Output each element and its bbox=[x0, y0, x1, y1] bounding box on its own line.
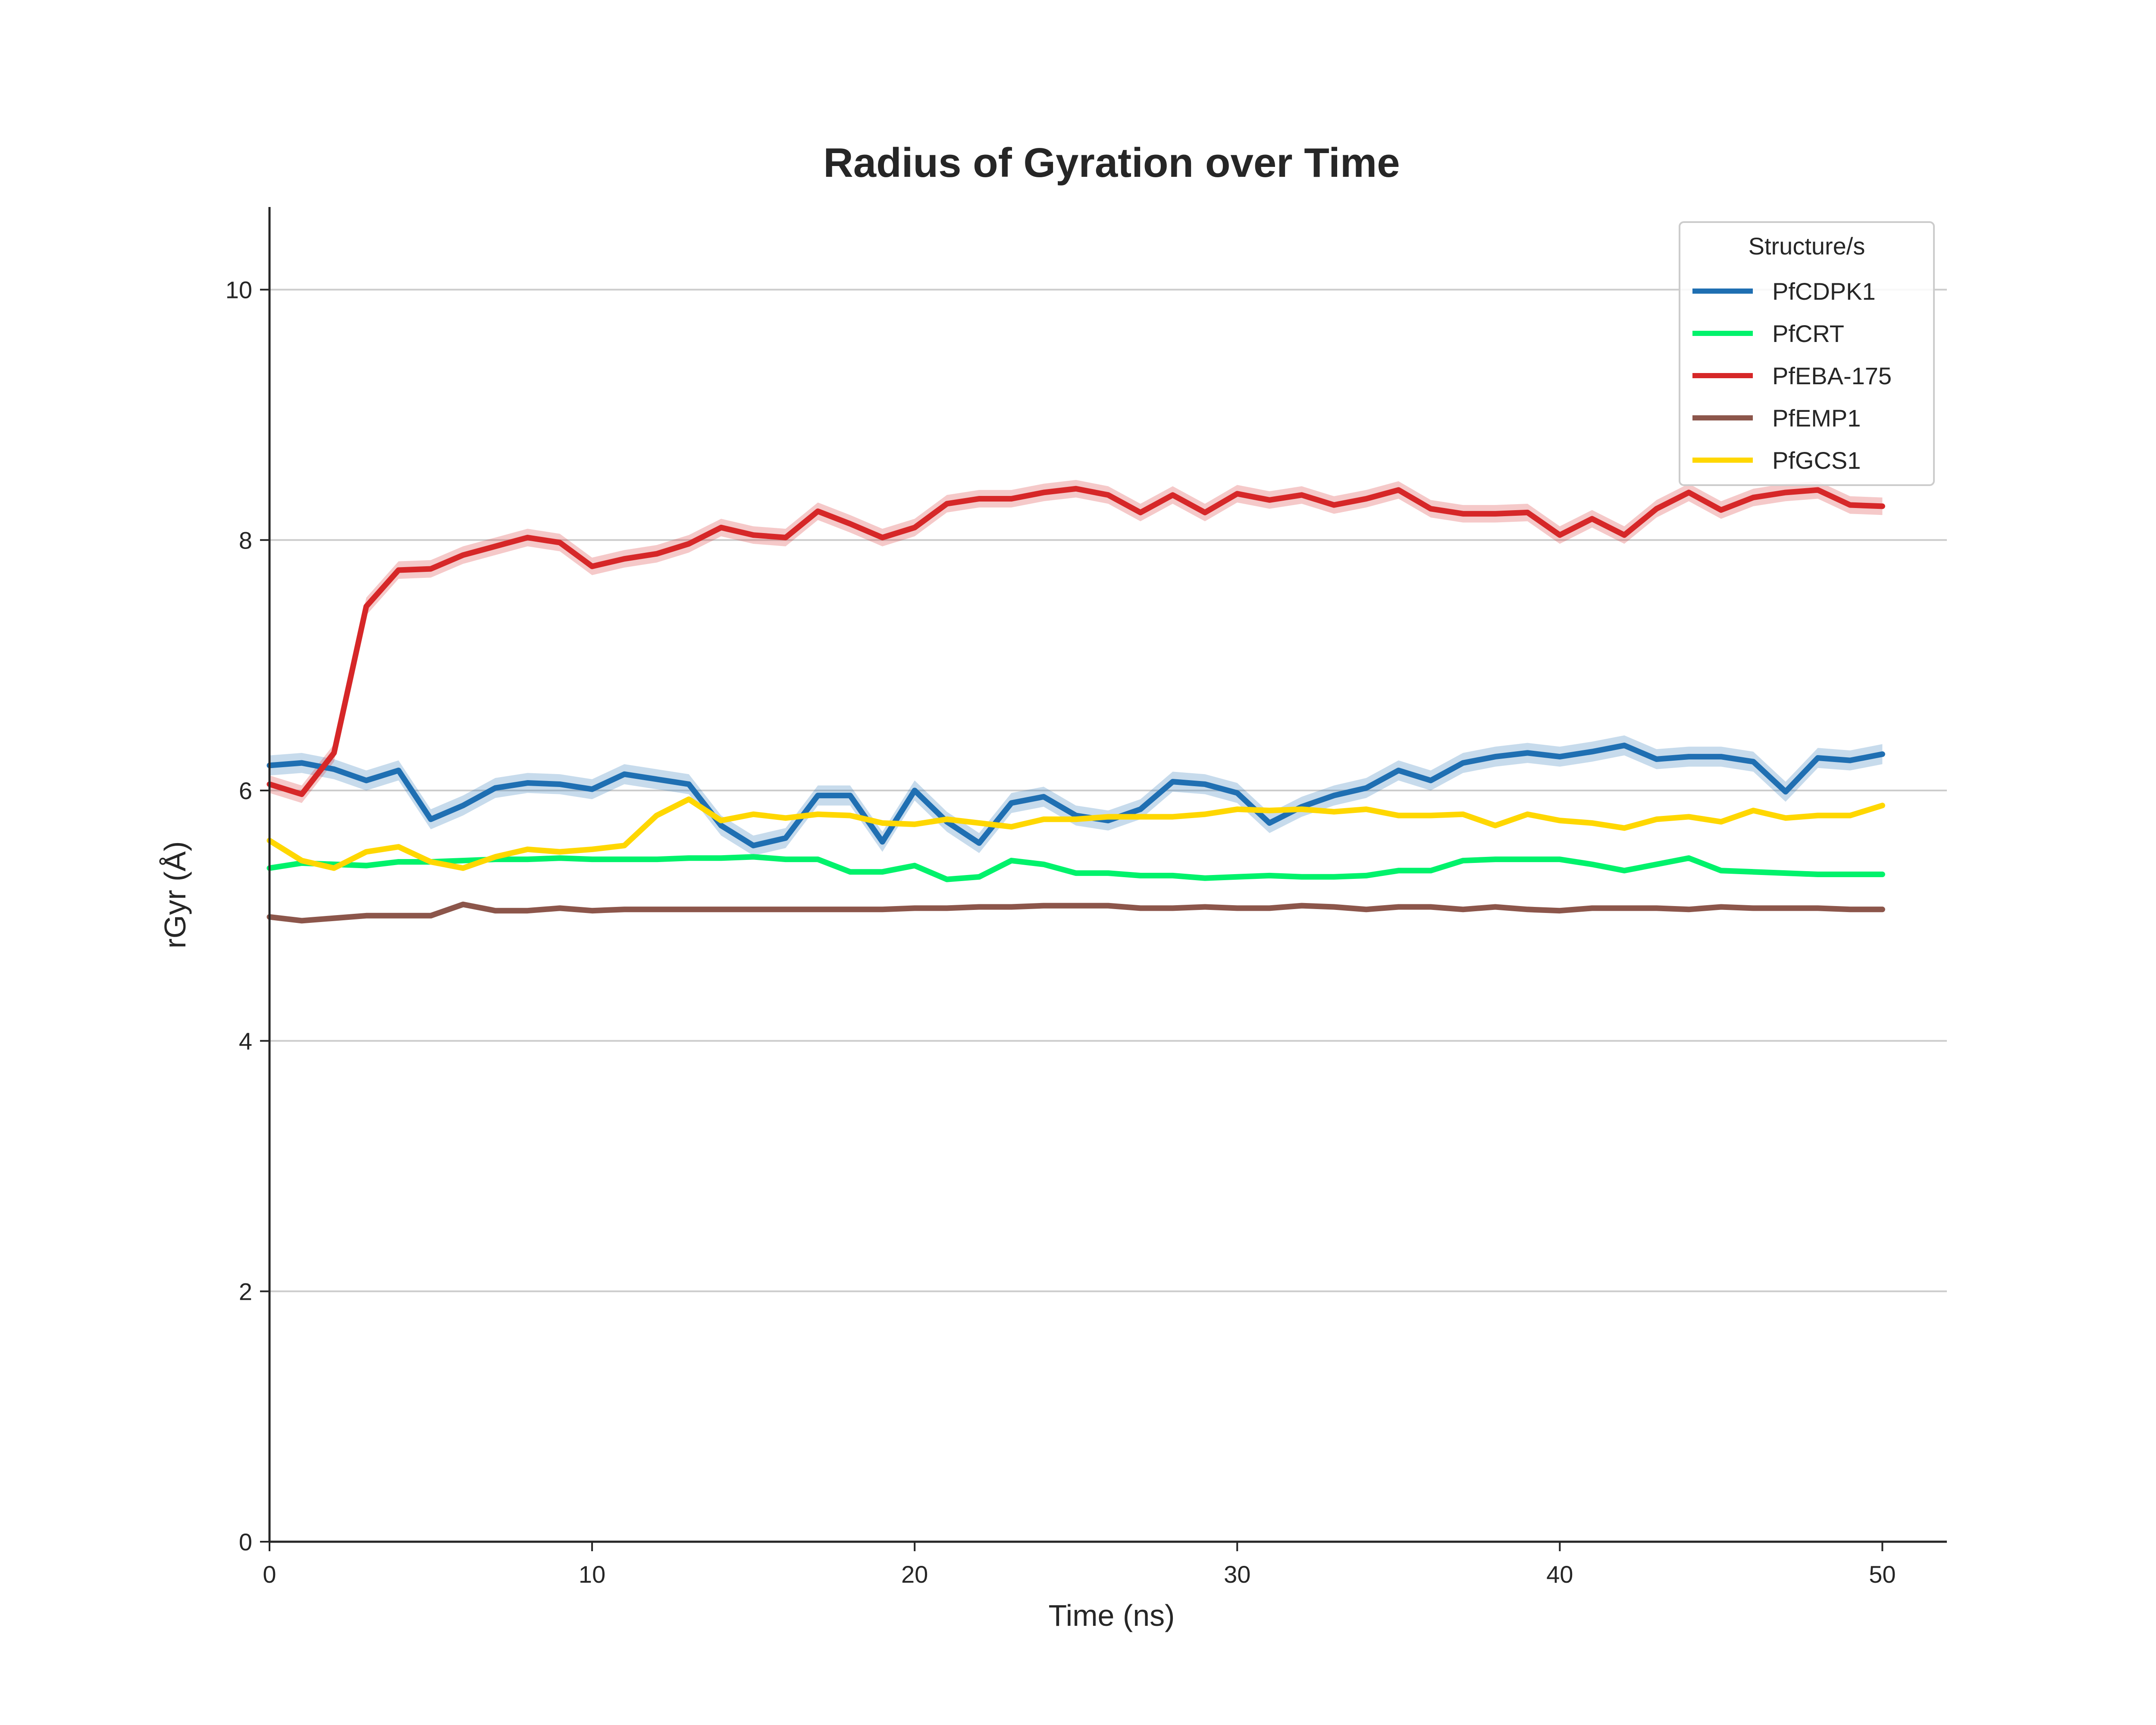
y-tick-label-2: 2 bbox=[239, 1278, 252, 1305]
y-axis-label: rGyr (Å) bbox=[158, 841, 192, 949]
legend-title: Structure/s bbox=[1749, 232, 1865, 260]
legend-label-pfgcs1: PfGCS1 bbox=[1772, 447, 1861, 474]
series-line-pfcdpk1 bbox=[266, 742, 1885, 849]
x-tick-label-30: 30 bbox=[1224, 1561, 1250, 1588]
y-tick-label-10: 10 bbox=[226, 276, 252, 304]
x-tick-label-0: 0 bbox=[263, 1561, 276, 1588]
x-tick-label-20: 20 bbox=[901, 1561, 928, 1588]
x-axis-label: Time (ns) bbox=[1049, 1599, 1175, 1632]
chart-title: Radius of Gyration over Time bbox=[823, 140, 1400, 186]
series-line-pfeba-175 bbox=[266, 486, 1885, 797]
legend-label-pfemp1: PfEMP1 bbox=[1772, 405, 1861, 432]
x-tick-label-40: 40 bbox=[1546, 1561, 1573, 1588]
tick-labels: 0 2 4 6 8 10 0 10 20 30 40 50 bbox=[226, 276, 1896, 1588]
x-tick-label-50: 50 bbox=[1869, 1561, 1896, 1588]
legend: Structure/s PfCDPK1 PfCRT PfEBA-175 PfEMP1 Pf… bbox=[1679, 221, 1935, 486]
y-tick-label-6: 6 bbox=[239, 777, 252, 804]
series-line-pfgcs1 bbox=[266, 796, 1885, 871]
series-line-pfcrt bbox=[266, 854, 1885, 882]
y-tick-label-0: 0 bbox=[239, 1528, 252, 1556]
series-line-pfemp1 bbox=[266, 901, 1885, 924]
series-lines bbox=[266, 486, 1885, 924]
x-tick-label-10: 10 bbox=[579, 1561, 605, 1588]
axes bbox=[260, 207, 1947, 1551]
band-pfcdpk1 bbox=[270, 735, 1883, 856]
legend-label-pfcdpk1: PfCDPK1 bbox=[1772, 278, 1876, 305]
y-tick-label-8: 8 bbox=[239, 527, 252, 554]
y-tick-label-4: 4 bbox=[239, 1028, 252, 1055]
legend-label-pfcrt: PfCRT bbox=[1772, 320, 1844, 347]
legend-box bbox=[1679, 221, 1935, 486]
legend-label-pfeba-175: PfEBA-175 bbox=[1772, 362, 1892, 389]
